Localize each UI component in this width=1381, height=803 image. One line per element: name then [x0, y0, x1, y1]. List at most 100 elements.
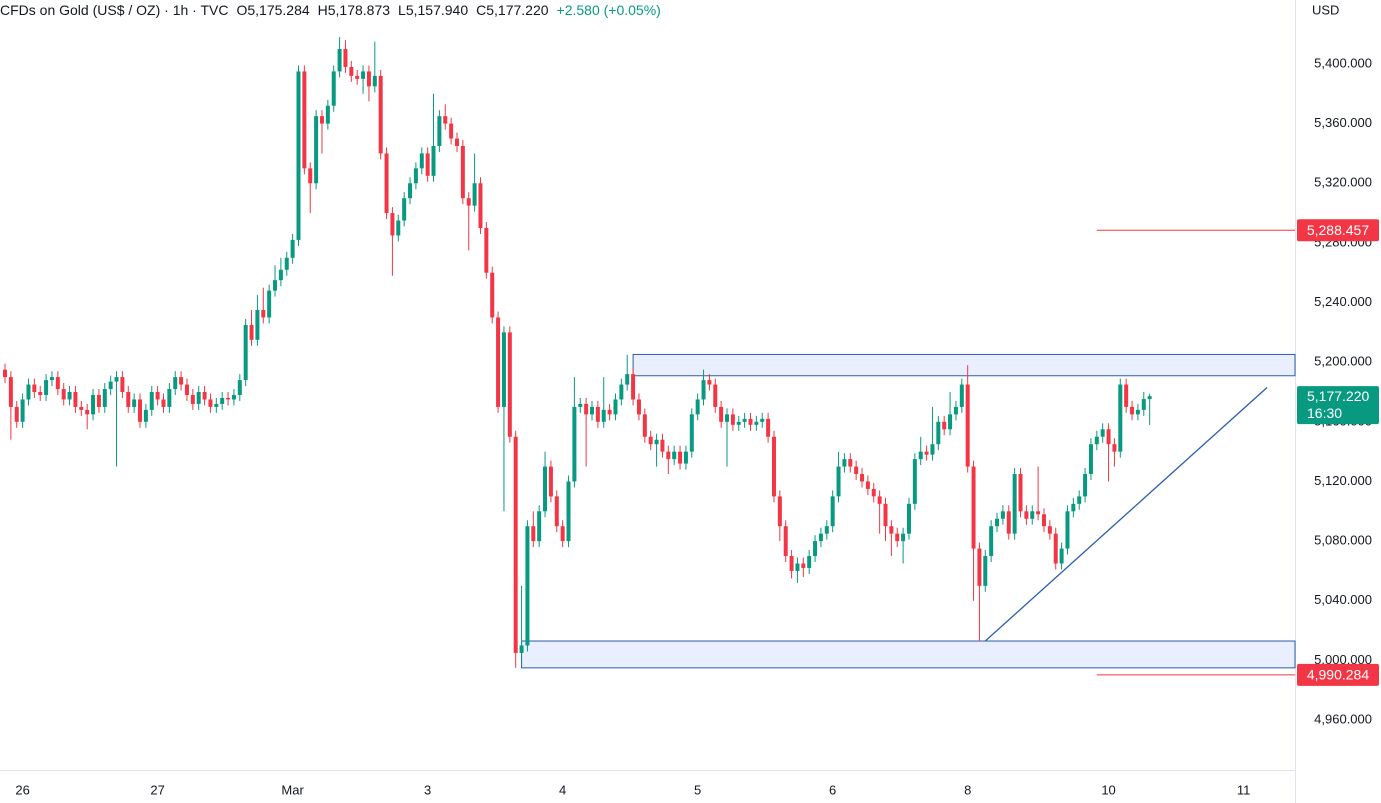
candle-body — [842, 459, 847, 467]
level-label: 5,288.457 — [1307, 222, 1369, 238]
candle-body — [783, 526, 788, 557]
candle-body — [912, 459, 917, 504]
high-value: H5,178.873 — [318, 2, 391, 18]
candle-body — [331, 71, 336, 106]
candle-body — [566, 481, 571, 542]
candle-body — [1012, 474, 1017, 534]
candle-body — [478, 183, 483, 228]
candle-body — [736, 421, 741, 425]
candle-body — [55, 377, 60, 390]
candle-body — [877, 496, 882, 504]
candle-body — [1059, 548, 1064, 564]
candle-body — [1047, 526, 1052, 534]
candle-body — [548, 466, 553, 497]
level-label-box — [1297, 663, 1379, 686]
candle-body — [760, 418, 765, 422]
candle-body — [79, 406, 84, 410]
candle-body — [983, 556, 988, 586]
candle-body — [44, 380, 49, 395]
candle-body — [1030, 511, 1035, 519]
candle-body — [108, 381, 113, 390]
candle-body — [584, 403, 589, 415]
candle-body — [1147, 396, 1152, 400]
candle-body — [143, 409, 148, 422]
level-label: 4,990.284 — [1307, 667, 1369, 683]
candle-body — [284, 257, 289, 270]
candle-body — [601, 409, 606, 422]
candle-body — [396, 220, 401, 236]
candle-body — [184, 384, 189, 395]
candle-body — [648, 436, 653, 445]
candle-body — [361, 71, 366, 79]
candle-body — [707, 380, 712, 385]
candle-body — [766, 418, 771, 437]
close-value: C5,177.220 — [476, 2, 549, 18]
candle-body — [67, 392, 72, 400]
y-tick-label: 5,240.000 — [1314, 294, 1372, 309]
candle-body — [319, 116, 324, 124]
x-tick-label: 6 — [829, 782, 836, 797]
candle-body — [1053, 533, 1058, 564]
x-tick-label: 11 — [1237, 782, 1251, 797]
candle-body — [408, 183, 413, 199]
candle-body — [525, 526, 530, 646]
candle-body — [590, 406, 594, 415]
candle-body — [1006, 511, 1011, 534]
x-tick-label: 4 — [559, 782, 566, 797]
candle-body — [220, 397, 225, 404]
currency[interactable]: USD — [1312, 2, 1339, 17]
candle-body — [261, 309, 266, 318]
candle-body — [425, 153, 430, 176]
candle-body — [666, 451, 671, 460]
candle-body — [249, 324, 254, 340]
candle-body — [613, 399, 618, 415]
candle-body — [190, 394, 195, 404]
candle-body — [267, 290, 272, 318]
candle-body — [32, 384, 37, 393]
candle-body — [161, 399, 166, 407]
candle-body — [654, 439, 659, 445]
candle-body — [537, 511, 542, 542]
candle-body — [701, 380, 706, 400]
candle-body — [642, 414, 647, 437]
candle-body — [308, 168, 313, 184]
candle-body — [114, 377, 119, 382]
last-price-label: 5,177.220 — [1307, 388, 1369, 404]
trend-line — [984, 387, 1268, 642]
candle-body — [801, 563, 806, 568]
candle-body — [466, 198, 471, 206]
candle-body — [636, 399, 641, 415]
plot-area — [3, 37, 1296, 669]
candle-body — [237, 380, 242, 395]
candle-body — [830, 496, 835, 527]
y-tick-label: 4,960.000 — [1314, 711, 1372, 726]
candle-body — [1000, 511, 1005, 519]
candle-body — [20, 399, 25, 422]
candle-body — [1135, 409, 1140, 415]
candle-body — [454, 138, 459, 146]
candle-body — [865, 481, 870, 489]
x-tick-label: 10 — [1101, 782, 1115, 797]
candle-body — [572, 406, 577, 482]
candle-body — [918, 451, 923, 460]
candle-body — [243, 324, 248, 381]
candle-body — [1124, 384, 1129, 407]
candle-body — [366, 71, 371, 87]
candle-body — [519, 645, 524, 653]
candle-body — [683, 451, 688, 464]
candle-body — [460, 145, 465, 199]
candle-body — [496, 317, 501, 407]
candle-body — [26, 384, 31, 400]
candle-body — [795, 563, 800, 571]
candle-body — [977, 548, 982, 586]
candle-body — [120, 377, 125, 393]
candle-body — [490, 272, 495, 318]
candle-body — [49, 377, 54, 381]
candle-body — [824, 526, 829, 534]
candle-body — [85, 409, 90, 415]
candle-body — [96, 394, 101, 407]
candle-body — [149, 392, 154, 410]
candle-body — [179, 377, 184, 385]
candle-body — [771, 436, 776, 497]
